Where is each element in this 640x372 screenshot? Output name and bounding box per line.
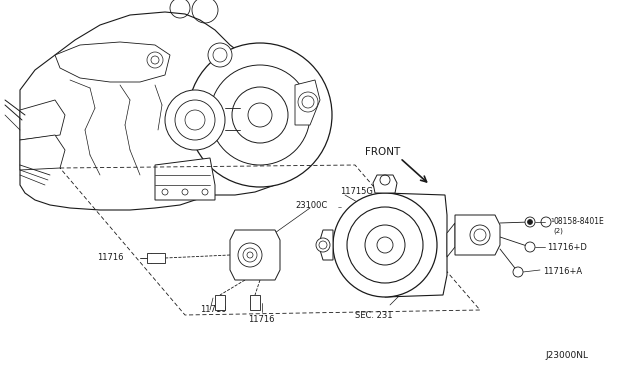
Polygon shape [20, 135, 65, 170]
Text: 23100C: 23100C [295, 201, 327, 209]
Text: 11710: 11710 [200, 305, 227, 314]
Text: J23000NL: J23000NL [545, 350, 588, 359]
Polygon shape [55, 42, 170, 82]
Circle shape [513, 267, 523, 277]
Polygon shape [447, 223, 455, 257]
Circle shape [188, 43, 332, 187]
Text: 1: 1 [550, 218, 554, 222]
Polygon shape [155, 158, 215, 200]
Polygon shape [455, 215, 500, 255]
Circle shape [525, 242, 535, 252]
Circle shape [298, 92, 318, 112]
Polygon shape [250, 295, 260, 310]
Circle shape [377, 237, 393, 253]
Text: 11716+A: 11716+A [543, 267, 582, 276]
Text: 11716: 11716 [97, 253, 124, 263]
Polygon shape [20, 100, 65, 140]
Text: (2): (2) [553, 228, 563, 234]
Polygon shape [385, 193, 447, 297]
Text: 11716: 11716 [248, 315, 275, 324]
Text: SEC. 231: SEC. 231 [355, 311, 392, 320]
Polygon shape [295, 80, 320, 125]
Circle shape [470, 225, 490, 245]
Polygon shape [373, 175, 397, 193]
Text: 11716+D: 11716+D [547, 243, 587, 251]
Circle shape [238, 243, 262, 267]
Circle shape [525, 217, 535, 227]
Polygon shape [20, 12, 310, 210]
Circle shape [333, 193, 437, 297]
Polygon shape [147, 253, 165, 263]
Polygon shape [215, 295, 225, 310]
Polygon shape [230, 230, 280, 280]
Circle shape [165, 90, 225, 150]
Text: FRONT: FRONT [365, 147, 400, 157]
Text: 11715G: 11715G [340, 187, 373, 196]
Circle shape [527, 219, 532, 224]
Polygon shape [320, 230, 333, 260]
Circle shape [208, 43, 232, 67]
Circle shape [316, 238, 330, 252]
Text: 08158-8401E: 08158-8401E [553, 218, 604, 227]
